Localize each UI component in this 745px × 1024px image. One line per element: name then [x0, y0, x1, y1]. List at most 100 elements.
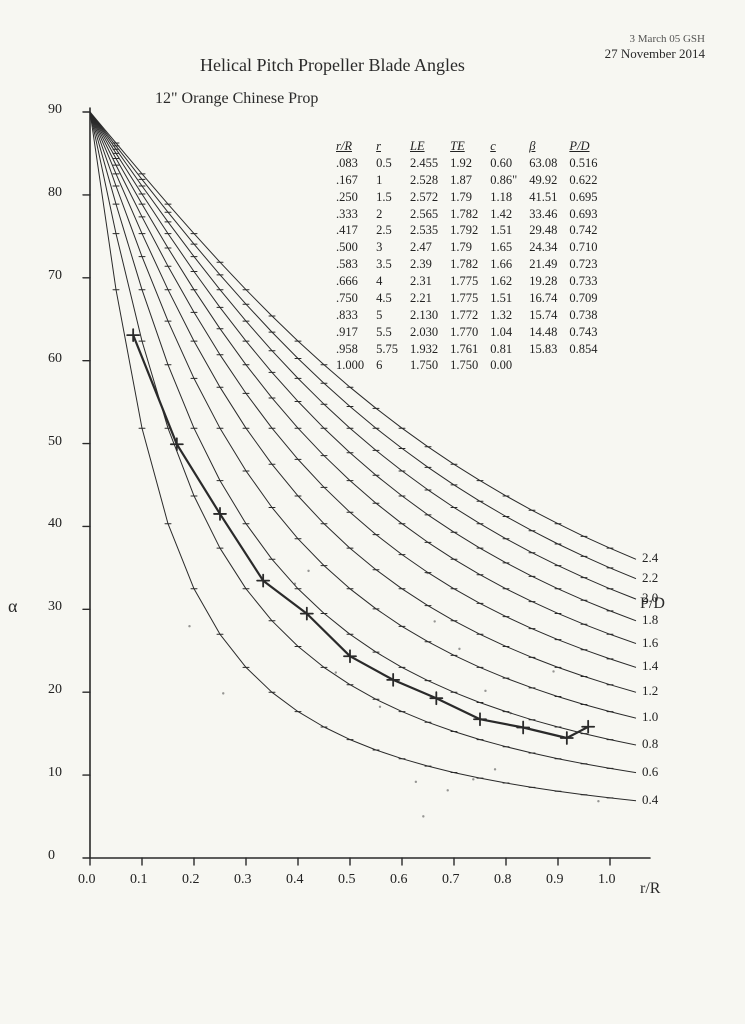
table-cell: 0.00 [484, 357, 523, 374]
table-cell: 3 [370, 239, 404, 256]
x-tick-label: 0.0 [78, 872, 96, 888]
table-cell: 1.750 [404, 357, 444, 374]
table-cell: 2 [370, 206, 404, 223]
table-cell: 1.792 [444, 222, 484, 239]
table-cell: 2.565 [404, 206, 444, 223]
table-cell: 0.622 [563, 172, 603, 189]
table-cell: 2.5 [370, 222, 404, 239]
pd-curve-label: 1.8 [642, 612, 658, 628]
table-cell: 0.854 [563, 341, 603, 358]
y-tick-label: 70 [48, 268, 62, 284]
table-cell: .333 [330, 206, 370, 223]
table-cell: 1.772 [444, 307, 484, 324]
table-cell: 2.455 [404, 155, 444, 172]
table-cell: 1.92 [444, 155, 484, 172]
table-cell: 0.723 [563, 256, 603, 273]
table-cell: 16.74 [523, 290, 563, 307]
table-cell: 1.761 [444, 341, 484, 358]
table-cell: 2.130 [404, 307, 444, 324]
table-row: .0830.52.4551.920.6063.080.516 [330, 155, 603, 172]
pd-curve-label: 0.8 [642, 736, 658, 752]
table-cell: 0.86" [484, 172, 523, 189]
table-cell: 1.5 [370, 189, 404, 206]
table-cell: 1.51 [484, 222, 523, 239]
table-cell: .417 [330, 222, 370, 239]
pd-curve-label: 0.4 [642, 792, 658, 808]
table-row: .9585.751.9321.7610.8115.830.854 [330, 341, 603, 358]
x-tick-label: 0.4 [286, 872, 304, 888]
table-cell: 2.47 [404, 239, 444, 256]
table-cell: 5.5 [370, 324, 404, 341]
table-cell: 21.49 [523, 256, 563, 273]
x-tick-label: 0.9 [546, 872, 564, 888]
pd-curve-label: 2.0 [642, 590, 658, 606]
table-cell: 1 [370, 172, 404, 189]
table-cell: 0.695 [563, 189, 603, 206]
table-cell: 1.66 [484, 256, 523, 273]
table-cell: 2.528 [404, 172, 444, 189]
table-cell: 24.34 [523, 239, 563, 256]
table-row: .83352.1301.7721.3215.740.738 [330, 307, 603, 324]
y-tick-label: 0 [48, 848, 55, 864]
table-cell: 1.932 [404, 341, 444, 358]
table-row: .5833.52.391.7821.6621.490.723 [330, 256, 603, 273]
table-cell: 1.750 [444, 357, 484, 374]
table-cell: 4 [370, 273, 404, 290]
table-row: .50032.471.791.6524.340.710 [330, 239, 603, 256]
table-cell: .250 [330, 189, 370, 206]
y-tick-label: 10 [48, 765, 62, 781]
table-cell [563, 357, 603, 374]
table-cell: 41.51 [523, 189, 563, 206]
table-cell: 49.92 [523, 172, 563, 189]
table-cell: 2.030 [404, 324, 444, 341]
table-row: .16712.5281.870.86"49.920.622 [330, 172, 603, 189]
data-table: r/RrLETEcβP/D.0830.52.4551.920.6063.080.… [330, 138, 603, 374]
table-row: .2501.52.5721.791.1841.510.695 [330, 189, 603, 206]
table-cell: 0.738 [563, 307, 603, 324]
table-cell: 1.000 [330, 357, 370, 374]
table-cell: .917 [330, 324, 370, 341]
table-row: .4172.52.5351.7921.5129.480.742 [330, 222, 603, 239]
x-tick-label: 0.2 [182, 872, 200, 888]
table-cell: 2.21 [404, 290, 444, 307]
pd-curve-label: 1.4 [642, 658, 658, 674]
table-cell: 1.65 [484, 239, 523, 256]
table-cell: 1.79 [444, 189, 484, 206]
pd-curve-label: 1.0 [642, 709, 658, 725]
table-header: LE [404, 138, 444, 155]
table-cell: .167 [330, 172, 370, 189]
table-cell: 0.516 [563, 155, 603, 172]
table-cell: .750 [330, 290, 370, 307]
table-cell: .083 [330, 155, 370, 172]
table-cell: 2.39 [404, 256, 444, 273]
y-tick-label: 40 [48, 516, 62, 532]
table-cell: 1.782 [444, 256, 484, 273]
table-cell: 2.31 [404, 273, 444, 290]
table-cell: 1.87 [444, 172, 484, 189]
table-cell: 6 [370, 357, 404, 374]
table-cell: .500 [330, 239, 370, 256]
table-cell: 0.710 [563, 239, 603, 256]
pd-curve-label: 0.6 [642, 764, 658, 780]
table-header: c [484, 138, 523, 155]
table-cell: 0.742 [563, 222, 603, 239]
table-cell: 1.62 [484, 273, 523, 290]
table-header: r/R [330, 138, 370, 155]
x-tick-label: 0.7 [442, 872, 460, 888]
table-cell: 19.28 [523, 273, 563, 290]
table-cell: 33.46 [523, 206, 563, 223]
table-cell: 63.08 [523, 155, 563, 172]
y-tick-label: 80 [48, 185, 62, 201]
table-cell: 0.81 [484, 341, 523, 358]
table-row: .66642.311.7751.6219.280.733 [330, 273, 603, 290]
table-cell: 1.42 [484, 206, 523, 223]
x-tick-label: 0.8 [494, 872, 512, 888]
table-header: P/D [563, 138, 603, 155]
table-cell: .583 [330, 256, 370, 273]
x-tick-label: 1.0 [598, 872, 616, 888]
table-row: .33322.5651.7821.4233.460.693 [330, 206, 603, 223]
y-tick-label: 20 [48, 682, 62, 698]
table-cell: 29.48 [523, 222, 563, 239]
x-tick-label: 0.5 [338, 872, 356, 888]
table-cell: .833 [330, 307, 370, 324]
